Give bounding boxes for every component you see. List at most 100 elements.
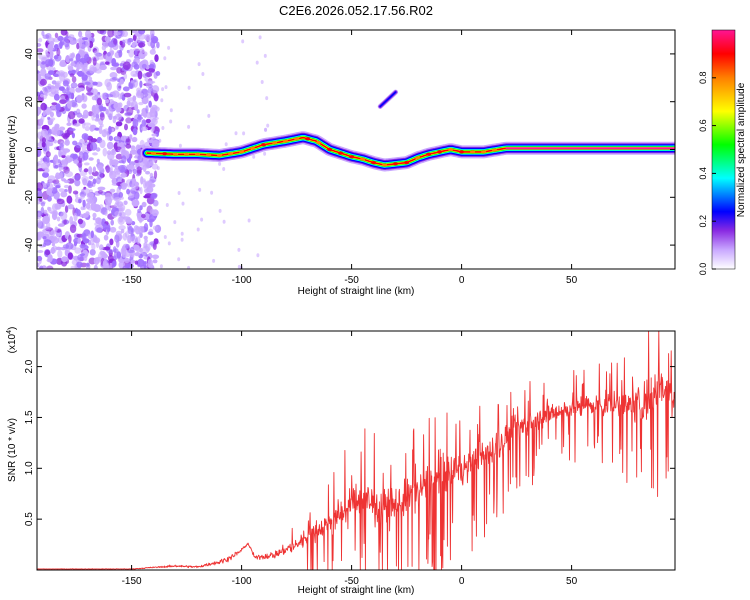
noise-dot [93,257,100,265]
spectral-ridge [140,131,675,172]
noise-dot [83,168,89,173]
noise-dot [81,37,89,41]
noise-dot [167,241,171,246]
noise-dot [89,64,95,74]
ridge-peak [250,146,256,150]
noise-dot [264,127,267,132]
noise-dot [141,112,146,116]
ridge-peak [283,139,289,143]
noise-dot [65,95,69,101]
noise-dot [99,64,107,71]
snr-multiplier-open: (x10 [7,333,18,353]
noise-dot [51,102,58,106]
noise-dot [147,231,154,236]
noise-dot [81,94,88,103]
noise-dot [109,188,116,193]
noise-dot [109,238,114,246]
noise-dot [260,80,264,84]
noise-dot [59,150,64,156]
noise-dot [101,45,107,51]
noise-dot [76,112,83,118]
noise-dot [67,111,76,120]
noise-dot [80,253,86,257]
noise-dot [212,258,216,263]
noise-dot [79,151,83,159]
noise-dot [252,154,256,159]
noise-dot [89,249,96,256]
noise-dot [82,199,86,208]
noise-dot [45,213,51,222]
noise-dot [99,244,104,251]
noise-dot [153,116,159,120]
noise-dot [139,48,145,55]
noise-dot [263,151,267,156]
noise-dot [78,118,85,124]
noise-dot [169,108,173,113]
noise-dot [112,260,117,268]
noise-dot [163,235,167,239]
noise-dot [125,143,132,149]
noise-dot [137,225,145,234]
noise-dot [47,175,56,181]
noise-dot [108,125,112,135]
noise-dot [40,129,49,137]
noise-dot [138,30,146,35]
spectrogram-xtick-label: -150 [122,275,142,286]
noise-dot [143,235,148,240]
noise-dot [91,243,96,251]
noise-dot [137,208,142,214]
colorbar-tick-label: 0.2 [698,215,708,228]
noise-dot [70,53,75,59]
ridge-peak [184,152,190,156]
figure-title: C2E6.2026.052.17.56.R02 [279,3,433,18]
noise-dot [84,53,90,62]
spectrogram-axes: -150 -100 -50 0 50 -40 -20 0 20 40 [24,30,675,286]
noise-dot [97,30,105,34]
ridge-peak [393,162,399,166]
ridge-peak [327,147,333,152]
noise-dot [237,264,241,269]
noise-dot [88,76,93,81]
ridge-peak [294,137,300,141]
noise-dot [88,175,94,180]
noise-dot [114,113,122,121]
noise-dot [134,104,139,111]
noise-dot [37,73,42,82]
noise-dot [125,244,130,249]
noise-dot [37,191,43,198]
snr-multiplier-exp: 4 [6,330,13,334]
noise-dot [92,212,97,218]
noise-dot [66,91,71,96]
noise-dot [77,237,82,244]
snr-ytick-label: 0.5 [24,512,35,526]
noise-dot [136,166,142,174]
noise-dot [112,246,117,253]
noise-dot [41,161,50,171]
noise-dot [88,157,94,161]
ridge-peak [382,163,388,167]
ridge-peak [195,152,201,156]
noise-dot [48,70,55,75]
noise-dot [173,220,177,225]
spectrogram-xtick-label: -100 [232,275,252,286]
noise-dot [86,262,90,267]
noise-dot [73,123,81,127]
noise-dot [64,40,70,48]
spectrogram-ytick-label: 40 [24,48,35,60]
noise-dot [104,36,109,42]
ridge-peak [360,157,366,161]
noise-dot [38,37,43,43]
noise-dot [93,204,101,213]
noise-dot [132,168,137,175]
spectrogram-ytick-label: 0 [24,146,35,152]
noise-dot [106,224,111,233]
noise-dot [97,186,106,191]
noise-dot [115,121,123,127]
noise-dot [55,184,61,189]
noise-dot [115,230,123,236]
noise-dot [143,222,149,232]
noise-dot [122,61,131,70]
noise-dot [165,203,169,207]
noise-dot [115,200,120,205]
noise-dot [95,147,101,152]
